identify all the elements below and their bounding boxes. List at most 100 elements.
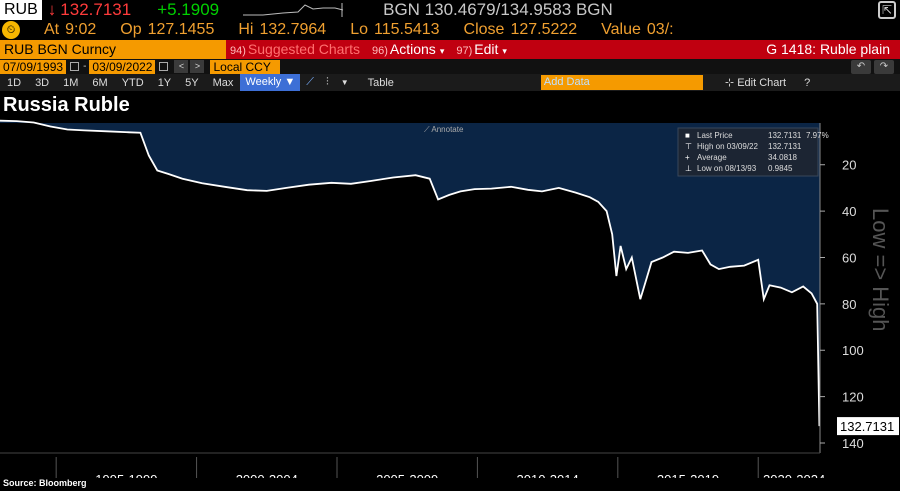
calendar-icon[interactable] bbox=[159, 62, 169, 71]
y-tick-label: 40 bbox=[842, 204, 856, 219]
legend-marker: + bbox=[685, 153, 690, 162]
quote-header: RUB ↓ 132.7131 +5.1909 BGN 130.4679/134.… bbox=[0, 0, 900, 20]
chart-title: Russia Ruble bbox=[3, 94, 130, 116]
source-note: Source: Bloomberg bbox=[3, 478, 87, 488]
close-value: 127.5222 bbox=[510, 21, 578, 38]
currency-select[interactable]: Local CCY bbox=[210, 59, 281, 74]
period-6m[interactable]: 6M bbox=[92, 76, 108, 89]
high-label: Hi bbox=[238, 21, 254, 38]
line-chart-icon[interactable]: ⟋ bbox=[306, 76, 314, 88]
high-group: Hi 132.7964 bbox=[238, 21, 326, 39]
calendar-icon[interactable] bbox=[70, 62, 80, 71]
last-price: 132.7131 bbox=[60, 0, 132, 19]
frequency-label: Weekly bbox=[245, 76, 282, 88]
legend-marker: ⊥ bbox=[685, 164, 692, 173]
x-tick-label: 2015-2019 bbox=[657, 472, 719, 478]
chevron-right-icon[interactable]: > bbox=[190, 60, 205, 73]
ticker[interactable]: RUB bbox=[0, 0, 42, 20]
annotate-button[interactable]: ⟋ Annotate bbox=[424, 125, 464, 134]
legend-value: 34.0818 bbox=[768, 153, 797, 162]
chevron-left-icon[interactable]: < bbox=[174, 60, 189, 73]
menu-item-number: 97) bbox=[456, 45, 473, 57]
period-1d[interactable]: 1D bbox=[7, 76, 22, 89]
ohlc-bar: ⏲ At 9:02 Op 127.1455 Hi 132.7964 Lo 115.541… bbox=[0, 20, 900, 40]
bid-ask: BGN 130.4679/134.9583 BGN bbox=[383, 0, 613, 19]
menu-item-label: Actions bbox=[389, 41, 436, 57]
period-ytd[interactable]: YTD bbox=[121, 76, 144, 89]
legend-label: Average bbox=[697, 153, 727, 162]
sparkline bbox=[243, 3, 344, 17]
y-tick-label: 80 bbox=[842, 297, 856, 312]
open-group: Op 127.1455 bbox=[120, 21, 214, 39]
date-range-bar: 07/09/1993 - 03/09/2022 < > Local CCY ↶ … bbox=[0, 59, 900, 74]
end-date-input[interactable]: 03/09/2022 bbox=[89, 59, 156, 74]
x-tick-label: 2020-2024 bbox=[763, 472, 825, 478]
y-tick-label: 20 bbox=[842, 158, 856, 173]
table-button[interactable]: Table bbox=[367, 76, 394, 89]
high-value: 132.7964 bbox=[259, 21, 327, 38]
y-tick-label: 140 bbox=[842, 436, 864, 451]
period-1y[interactable]: 1Y bbox=[157, 76, 172, 89]
clock-icon[interactable]: ⏲ bbox=[2, 21, 20, 39]
menu-item-actions[interactable]: 96) Actions ▾ bbox=[368, 40, 452, 59]
chart-name[interactable]: G 1418: Ruble plain bbox=[514, 40, 900, 59]
legend-value: 132.7131 bbox=[768, 142, 802, 151]
start-date-input[interactable]: 07/09/1993 bbox=[0, 59, 67, 74]
legend-value: 132.7131 bbox=[768, 131, 802, 140]
edit-chart-button[interactable]: ⊹ Edit Chart bbox=[724, 77, 787, 89]
add-data-input[interactable]: Add Data bbox=[540, 75, 703, 90]
menu-item-number: 96) bbox=[371, 45, 388, 57]
period-toolbar: 1D 3D 1M 6M YTD 1Y 5Y Max Weekly ▼ ⟋ ⫶ ▼ Table … bbox=[0, 74, 900, 91]
close-label: Close bbox=[463, 21, 505, 38]
time-label: At bbox=[44, 21, 60, 38]
low-value: 115.5413 bbox=[373, 21, 440, 38]
expand-icon[interactable]: ⇱ bbox=[878, 1, 896, 19]
low-label: Lo bbox=[350, 21, 368, 38]
legend-value: 0.9845 bbox=[768, 164, 793, 173]
redo-icon[interactable]: ↷ bbox=[874, 59, 894, 74]
menu-item-edit[interactable]: 97) Edit ▾ bbox=[452, 40, 515, 59]
chevron-down-icon[interactable]: ▼ bbox=[340, 78, 349, 87]
value-label: Value bbox=[601, 21, 641, 38]
low-group: Lo 115.5413 bbox=[350, 21, 439, 39]
function-bar: RUB BGN Curncy 94) Suggested Charts 96) Act… bbox=[0, 40, 900, 59]
range-dash: - bbox=[83, 61, 87, 72]
time-value: 9:02 bbox=[65, 21, 97, 38]
y-tick-label: 120 bbox=[842, 390, 864, 405]
menu-item-suggested-charts[interactable]: 94) Suggested Charts bbox=[226, 40, 368, 59]
chevron-down-icon: ▾ bbox=[439, 46, 445, 56]
time-group: At 9:02 bbox=[44, 21, 96, 39]
x-tick-label: 1995-1999 bbox=[95, 472, 157, 478]
series-area bbox=[0, 120, 820, 427]
period-3d[interactable]: 3D bbox=[35, 76, 50, 89]
price-chart[interactable]: 20 40 60 80 100 120 140 132.7131 Low => High 1995… bbox=[0, 118, 900, 478]
close-group: Close 127.5222 bbox=[464, 21, 578, 39]
help-button[interactable]: ? bbox=[804, 76, 811, 89]
period-max[interactable]: Max bbox=[212, 76, 234, 89]
price-line bbox=[0, 119, 821, 427]
value-group: Value 03/: bbox=[601, 21, 673, 39]
x-tick-label: 2000-2004 bbox=[236, 472, 298, 478]
menu-item-label: Suggested Charts bbox=[247, 41, 360, 57]
function-menu: 94) Suggested Charts 96) Actions ▾ 97) Edit ▾ bbox=[226, 40, 515, 59]
y-tick-label: 100 bbox=[842, 343, 864, 358]
last-value-label: 132.7131 bbox=[840, 419, 894, 434]
x-tick-label: 2005-2009 bbox=[376, 472, 438, 478]
last-value-box bbox=[837, 417, 899, 436]
period-5y[interactable]: 5Y bbox=[185, 76, 199, 89]
menu-item-label: Edit bbox=[474, 41, 499, 57]
y-axis-title: Low => High bbox=[868, 208, 893, 332]
undo-icon[interactable]: ↶ bbox=[851, 59, 871, 74]
legend-box bbox=[677, 127, 819, 177]
value-value: 03/: bbox=[646, 21, 674, 38]
period-1m[interactable]: 1M bbox=[63, 76, 79, 89]
frequency-select[interactable]: Weekly ▼ bbox=[240, 74, 301, 91]
legend-label: Last Price bbox=[697, 131, 733, 140]
bar-chart-icon[interactable]: ⫶ bbox=[325, 76, 329, 88]
legend-marker: ■ bbox=[685, 131, 690, 140]
security-field[interactable]: RUB BGN Curncy bbox=[0, 40, 226, 59]
down-arrow-icon: ↓ bbox=[47, 0, 57, 19]
open-label: Op bbox=[120, 21, 142, 38]
legend-extra: 7.97% bbox=[806, 131, 829, 140]
